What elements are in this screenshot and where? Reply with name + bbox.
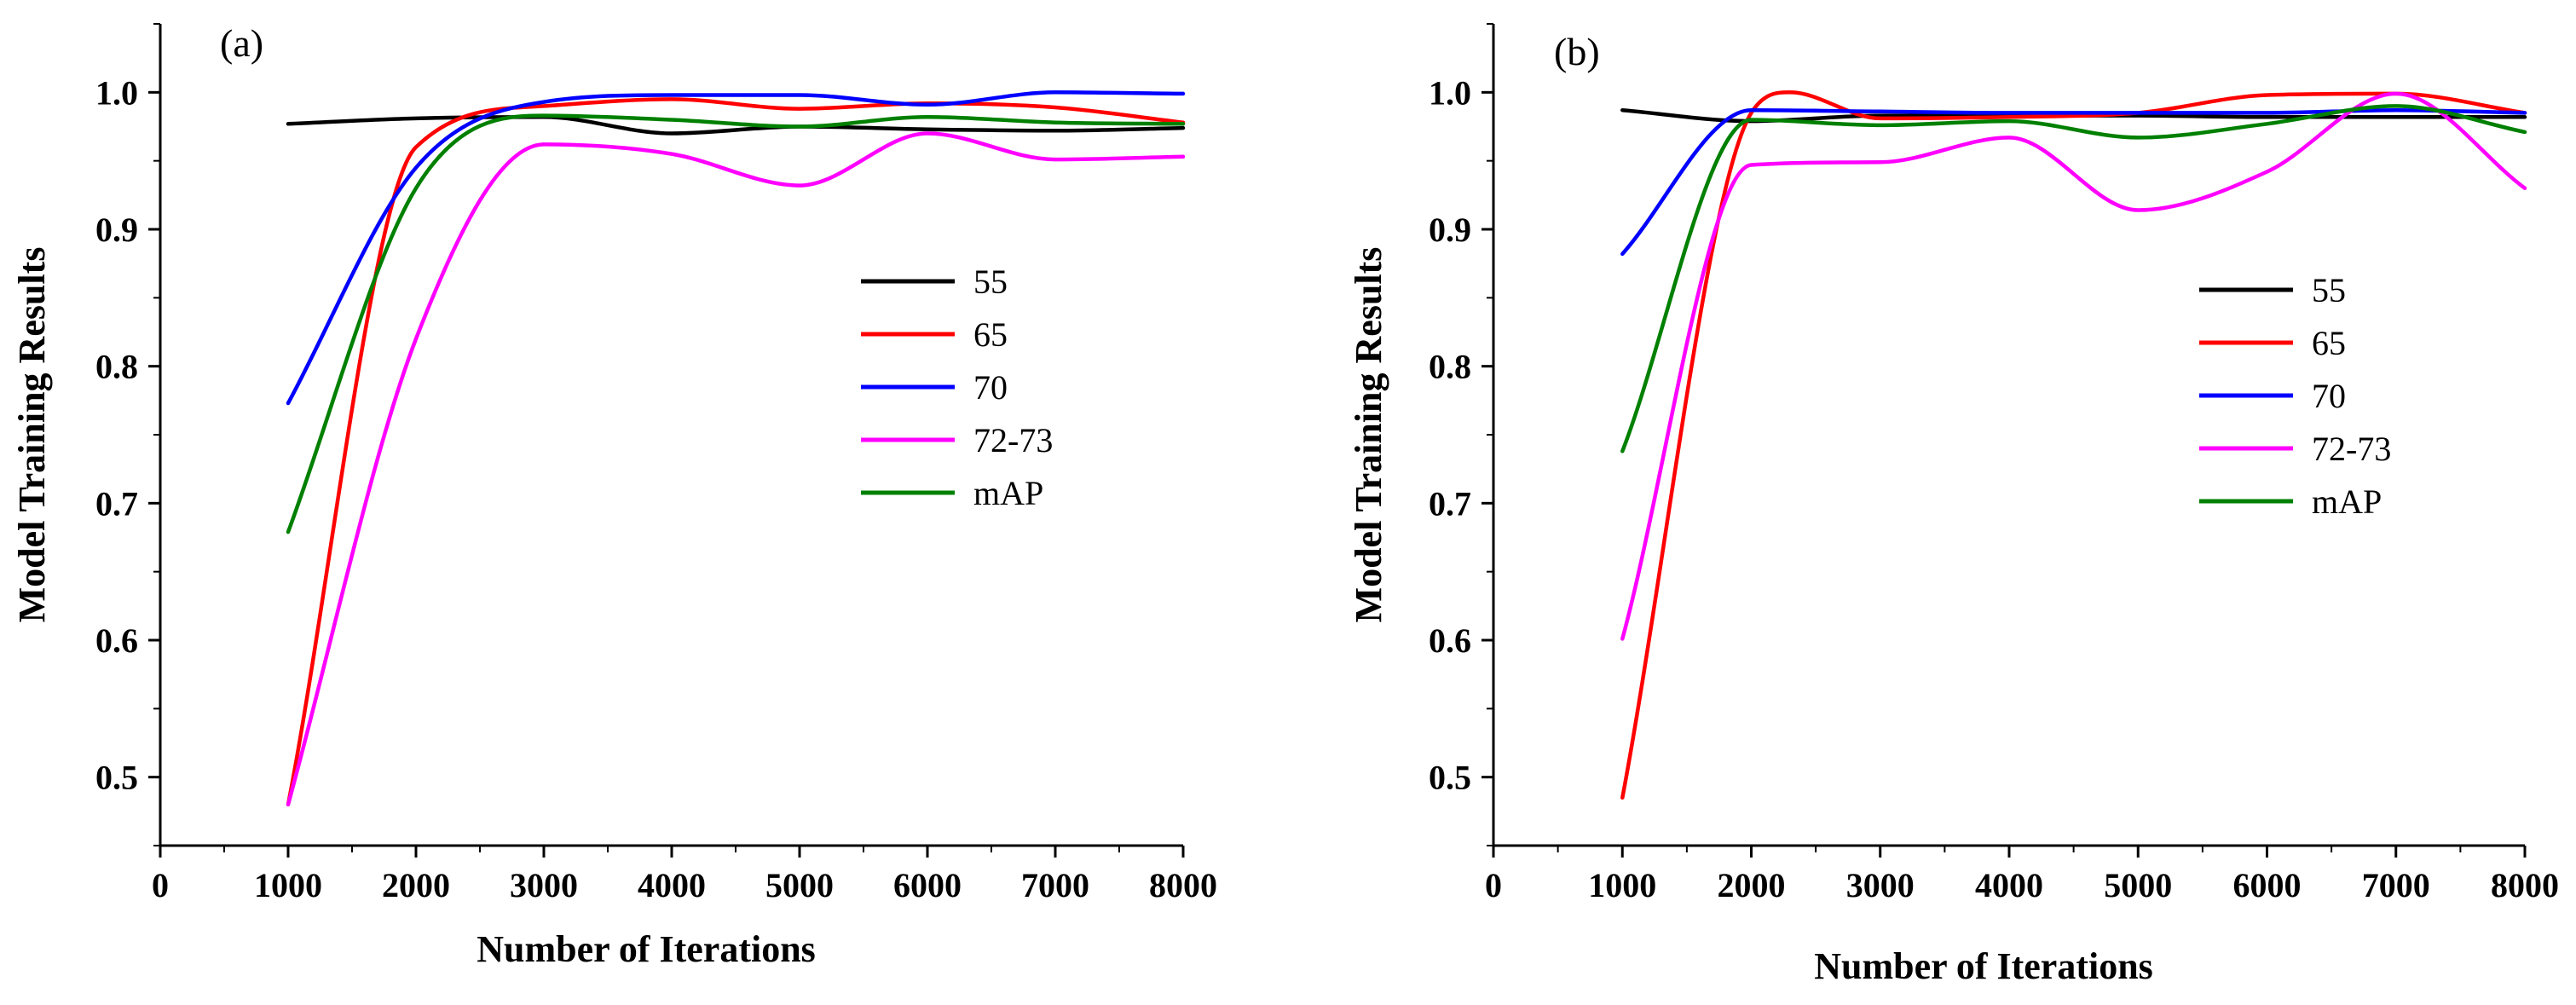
series-line-55 <box>286 115 1186 136</box>
legend-label-70: 70 <box>973 368 1008 407</box>
y-tick-label: 0.8 <box>1429 348 1471 386</box>
legend-label-55: 55 <box>973 263 1008 301</box>
y-tick-label: 0.9 <box>95 211 138 249</box>
x-tick-label: 2000 <box>1718 866 1786 904</box>
y-tick-label: 1.0 <box>95 73 138 112</box>
series-line-mAP <box>286 113 1186 534</box>
x-tick-label: 4000 <box>1975 866 2043 904</box>
legend-label-65: 65 <box>973 315 1008 354</box>
x-tick-label: 3000 <box>1846 866 1915 904</box>
y-axis-title: Model Training Results <box>1348 247 1389 623</box>
x-axis-title: Number of Iterations <box>1814 945 2153 987</box>
legend-label-72-73: 72-73 <box>973 421 1053 459</box>
series-line-mAP <box>1620 104 2527 453</box>
x-tick-label: 0 <box>1485 866 1502 904</box>
y-tick-label: 1.0 <box>1429 73 1471 112</box>
panel-label: (b) <box>1554 30 1600 73</box>
legend: 55 65 70 72-73 mAP <box>2199 271 2391 521</box>
series-line-65 <box>1620 90 2527 800</box>
series-line-72-73 <box>1620 91 2527 641</box>
chart-panel-1: 0 1000 2000 3000 4000 5000 6000 7000 8000 0.5 0.6 0… <box>1348 23 2559 987</box>
y-tick-label: 0.9 <box>1429 211 1471 249</box>
legend-label-70: 70 <box>2312 377 2346 415</box>
x-tick-label: 8000 <box>1149 866 1217 904</box>
y-tick-label: 0.6 <box>1429 621 1471 660</box>
y-tick-label: 0.5 <box>95 759 138 797</box>
x-tick-label: 4000 <box>638 866 706 904</box>
y-axis-title: Model Training Results <box>11 247 53 623</box>
legend-label-mAP: mAP <box>973 474 1043 512</box>
series-line-72-73 <box>286 131 1186 807</box>
x-tick-label: 7000 <box>1021 866 1089 904</box>
chart-panel-0: 0 1000 2000 3000 4000 5000 6000 7000 8000 0.5 0.6 0… <box>11 21 1217 970</box>
x-tick-label: 3000 <box>510 866 578 904</box>
x-tick-label: 6000 <box>2233 866 2302 904</box>
x-tick-label: 2000 <box>382 866 450 904</box>
x-tick-label: 5000 <box>765 866 834 904</box>
legend-label-55: 55 <box>2312 271 2346 309</box>
y-tick-label: 0.7 <box>95 484 138 523</box>
y-tick-label: 0.7 <box>1429 484 1471 523</box>
series-line-70 <box>286 90 1186 406</box>
x-tick-label: 6000 <box>893 866 962 904</box>
legend-label-65: 65 <box>2312 324 2346 362</box>
y-tick-label: 0.5 <box>1429 759 1471 797</box>
legend-label-72-73: 72-73 <box>2312 430 2391 468</box>
x-tick-label: 1000 <box>1588 866 1656 904</box>
x-tick-label: 1000 <box>254 866 322 904</box>
legend-label-mAP: mAP <box>2312 482 2382 521</box>
legend: 55 65 70 72-73 mAP <box>861 263 1053 512</box>
x-tick-label: 7000 <box>2362 866 2430 904</box>
x-tick-label: 8000 <box>2491 866 2559 904</box>
y-tick-label: 0.6 <box>95 621 138 660</box>
y-tick-label: 0.8 <box>95 348 138 386</box>
x-tick-label: 0 <box>152 866 169 904</box>
x-axis-title: Number of Iterations <box>477 928 816 970</box>
panel-label: (a) <box>220 21 263 65</box>
series-line-70 <box>1620 107 2527 257</box>
x-tick-label: 5000 <box>2104 866 2172 904</box>
